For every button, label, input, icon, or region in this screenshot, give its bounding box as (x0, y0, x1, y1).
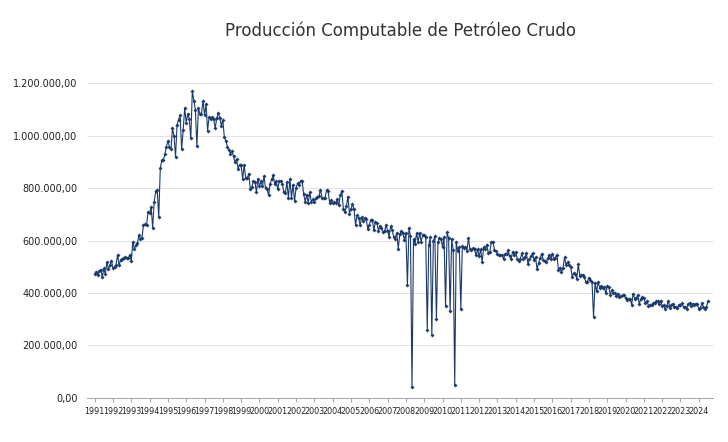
Title: Producción Computable de Petróleo Crudo: Producción Computable de Petróleo Crudo (225, 21, 576, 40)
